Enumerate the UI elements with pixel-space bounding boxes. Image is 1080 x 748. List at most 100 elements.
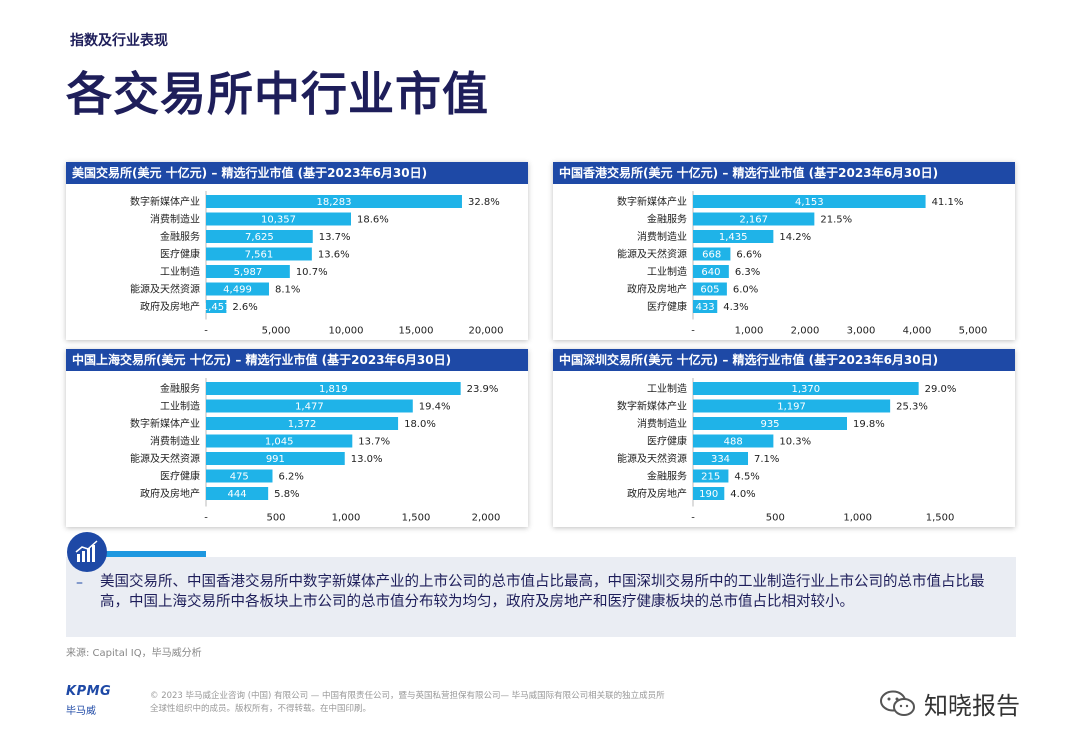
bar: [693, 434, 774, 448]
x-tick-label: -: [204, 326, 208, 337]
x-tick-label: 1,500: [402, 513, 431, 524]
x-tick-label: 500: [766, 513, 785, 524]
bar-value-label: 215: [701, 472, 720, 483]
bar: [206, 265, 290, 278]
x-tick-label: 2,000: [791, 326, 820, 337]
percent-label: 14.2%: [779, 232, 811, 243]
category-label: 工业制造: [160, 265, 200, 278]
category-label: 政府及房地产: [627, 283, 687, 296]
bar: [693, 417, 847, 430]
bar-value-label: 5,987: [234, 267, 263, 278]
chart-hk: 数字新媒体产业 4,153 41.1% 金融服务 2,167 21.5% 消费制造业 1,43…: [617, 191, 988, 337]
bar: [693, 399, 891, 413]
category-label: 工业制造: [160, 400, 200, 413]
category-label: 医疗健康: [160, 248, 200, 261]
percent-label: 19.8%: [853, 419, 885, 430]
percent-label: 23.9%: [467, 384, 499, 395]
category-label: 消费制造业: [150, 213, 200, 226]
bar: [693, 230, 774, 243]
chart-title: 中国上海交易所(美元 十亿元) – 精选行业市值 (基于2023年6月30日): [66, 349, 528, 371]
x-tick-label: 20,000: [469, 326, 504, 337]
category-label: 能源及天然资源: [617, 452, 687, 465]
chart-sz: 工业制造 1,370 29.0%数字新媒体产业 1,197 25.3%消费制造业 935 1…: [617, 378, 957, 524]
percent-label: 6.3%: [735, 267, 760, 278]
bar: [206, 434, 353, 448]
bar: [206, 452, 345, 465]
bar-value-label: 1,819: [319, 384, 348, 395]
bar-value-label: 1,372: [288, 419, 317, 430]
x-tick-label: 4,000: [903, 326, 932, 337]
percent-label: 18.6%: [357, 215, 389, 226]
percent-label: 4.3%: [723, 302, 748, 313]
x-tick-label: 1,000: [332, 513, 361, 524]
percent-label: 5.8%: [274, 489, 299, 500]
x-tick-label: 1,000: [843, 513, 872, 524]
insight-accent-bar: [93, 551, 206, 557]
bar-value-label: 1,477: [295, 402, 324, 413]
category-label: 医疗健康: [647, 435, 687, 448]
x-tick-label: 10,000: [329, 326, 364, 337]
percent-label: 6.2%: [279, 472, 304, 483]
category-label: 能源及天然资源: [130, 283, 200, 296]
category-label: 工业制造: [647, 382, 687, 395]
percent-label: 8.1%: [275, 285, 300, 296]
bar: [206, 487, 269, 500]
percent-label: 10.3%: [779, 437, 811, 448]
bar-value-label: 1,370: [792, 384, 821, 395]
category-label: 金融服务: [160, 230, 200, 243]
bar: [206, 417, 399, 430]
x-tick-label: 2,000: [472, 513, 501, 524]
kpmg-logo: KPMG: [66, 684, 112, 699]
bar: [206, 469, 273, 483]
percent-label: 41.1%: [932, 197, 964, 208]
bar-value-label: 4,153: [795, 197, 824, 208]
section-label: 指数及行业表现: [70, 33, 168, 49]
chart-panel-us: 美国交易所(美元 十亿元) – 精选行业市值 (基于2023年6月30日) 数字…: [66, 162, 528, 340]
category-label: 金融服务: [647, 470, 687, 483]
page-title: 各交易所中行业市值: [66, 67, 489, 121]
chart-title: 中国香港交易所(美元 十亿元) – 精选行业市值 (基于2023年6月30日): [553, 162, 1015, 184]
wechat-icon: [880, 690, 915, 716]
category-label: 数字新媒体产业: [130, 417, 200, 430]
chart-panel-hk: 中国香港交易所(美元 十亿元) – 精选行业市值 (基于2023年6月30日) …: [553, 162, 1015, 340]
percent-label: 13.7%: [358, 437, 390, 448]
category-label: 工业制造: [647, 265, 687, 278]
bar-value-label: 1,197: [777, 402, 806, 413]
category-label: 数字新媒体产业: [617, 195, 687, 208]
percent-label: 13.6%: [318, 250, 350, 261]
percent-label: 19.4%: [419, 402, 451, 413]
bar-value-label: 7,561: [245, 250, 274, 261]
percent-label: 4.0%: [730, 489, 755, 500]
chart-title: 中国深圳交易所(美元 十亿元) – 精选行业市值 (基于2023年6月30日): [553, 349, 1015, 371]
bar-value-label: 488: [724, 437, 743, 448]
percent-label: 6.6%: [736, 250, 761, 261]
bar-value-label: 4,499: [223, 285, 252, 296]
category-label: 医疗健康: [647, 300, 687, 313]
x-tick-label: 5,000: [959, 326, 988, 337]
bar-value-label: 640: [701, 267, 720, 278]
bar-value-label: 190: [699, 489, 718, 500]
x-tick-label: 1,000: [735, 326, 764, 337]
percent-label: 10.7%: [296, 267, 328, 278]
category-label: 数字新媒体产业: [617, 400, 687, 413]
percent-label: 32.8%: [468, 197, 500, 208]
chart-panel-sz: 中国深圳交易所(美元 十亿元) – 精选行业市值 (基于2023年6月30日) …: [553, 349, 1015, 527]
x-tick-label: 500: [266, 513, 285, 524]
percent-label: 21.5%: [820, 215, 852, 226]
bar-value-label: 668: [702, 250, 721, 261]
copyright-notice: © 2023 毕马威企业咨询 (中国) 有限公司 — 中国有限责任公司，暨与英国…: [150, 691, 665, 714]
bar-value-label: 1,435: [719, 232, 748, 243]
insight-box: [66, 557, 1016, 637]
percent-label: 4.5%: [734, 472, 759, 483]
x-tick-label: 1,500: [926, 513, 955, 524]
category-label: 金融服务: [160, 382, 200, 395]
bar-value-label: 991: [266, 454, 285, 465]
x-tick-label: -: [691, 513, 695, 524]
percent-label: 29.0%: [925, 384, 957, 395]
category-label: 消费制造业: [637, 417, 687, 430]
bar-value-label: 2,167: [739, 215, 768, 226]
bar: [206, 195, 462, 208]
bar-value-label: 18,283: [316, 197, 351, 208]
chart-trend-icon: [67, 532, 107, 572]
percent-label: 25.3%: [896, 402, 928, 413]
